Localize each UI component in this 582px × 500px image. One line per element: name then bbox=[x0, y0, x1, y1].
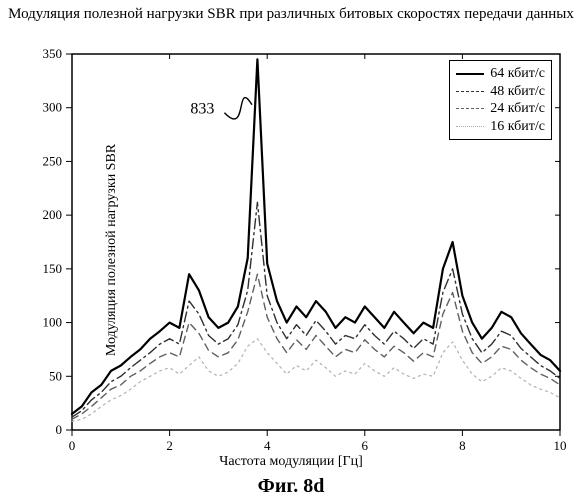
legend: 64 кбит/с48 кбит/с24 кбит/с16 кбит/с bbox=[449, 60, 552, 140]
figure-container: Модуляция полезной нагрузки SBR при разл… bbox=[0, 0, 582, 500]
chart-title: Модуляция полезной нагрузки SBR при разл… bbox=[0, 6, 582, 23]
x-tick-label: 2 bbox=[166, 438, 173, 453]
legend-swatch bbox=[456, 108, 484, 109]
y-tick-label: 150 bbox=[43, 261, 63, 276]
y-axis-label: Модуляция полезной нагрузки SBR bbox=[104, 144, 120, 356]
y-tick-label: 200 bbox=[43, 207, 63, 222]
y-tick-label: 250 bbox=[43, 153, 63, 168]
x-tick-label: 8 bbox=[459, 438, 466, 453]
figure-caption: Фиг. 8d bbox=[0, 475, 582, 498]
y-tick-label: 100 bbox=[43, 315, 63, 330]
y-tick-label: 350 bbox=[43, 46, 63, 61]
x-axis-label: Частота модуляции [Гц] bbox=[0, 454, 582, 470]
legend-label: 16 кбит/с bbox=[490, 118, 545, 136]
annotation-label: 833 bbox=[190, 101, 214, 118]
y-tick-label: 50 bbox=[49, 368, 62, 383]
x-tick-label: 4 bbox=[264, 438, 271, 453]
series-line bbox=[72, 339, 560, 422]
legend-item: 64 кбит/с bbox=[456, 65, 545, 83]
legend-item: 24 кбит/с bbox=[456, 100, 545, 118]
series-line bbox=[72, 202, 560, 417]
legend-label: 24 кбит/с bbox=[490, 100, 545, 118]
annotation-pointer bbox=[224, 98, 252, 119]
legend-swatch bbox=[456, 126, 484, 127]
series-line bbox=[72, 274, 560, 419]
x-tick-label: 10 bbox=[554, 438, 567, 453]
legend-item: 48 кбит/с bbox=[456, 83, 545, 101]
x-tick-label: 6 bbox=[362, 438, 369, 453]
y-tick-label: 300 bbox=[43, 100, 63, 115]
legend-swatch bbox=[456, 91, 484, 92]
y-tick-label: 0 bbox=[56, 422, 63, 437]
legend-label: 48 кбит/с bbox=[490, 83, 545, 101]
legend-label: 64 кбит/с bbox=[490, 65, 545, 83]
legend-swatch bbox=[456, 73, 484, 75]
x-tick-label: 0 bbox=[69, 438, 76, 453]
legend-item: 16 кбит/с bbox=[456, 118, 545, 136]
